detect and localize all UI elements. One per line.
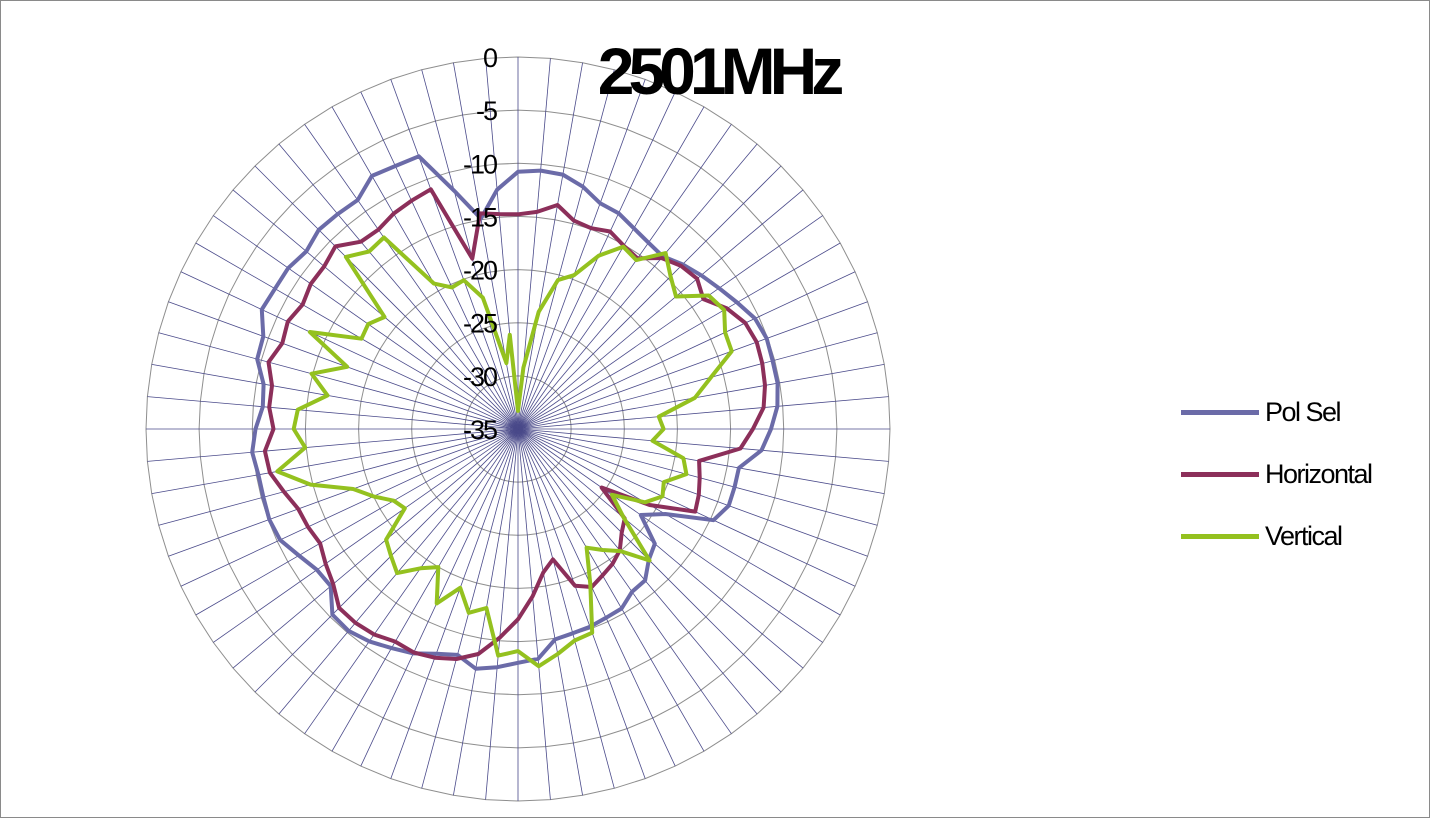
grid-spoke bbox=[151, 428, 519, 494]
grid-spoke bbox=[517, 428, 583, 796]
grid-spoke bbox=[517, 428, 646, 779]
grid-spoke bbox=[453, 62, 519, 430]
series-line-pol-sel bbox=[250, 154, 780, 671]
grid-spoke bbox=[151, 364, 519, 430]
grid-spoke bbox=[254, 428, 519, 693]
grid-spoke bbox=[517, 428, 878, 526]
radial-tick-label: -10 bbox=[463, 149, 497, 179]
grid-spoke bbox=[517, 428, 868, 557]
grid-spoke bbox=[180, 428, 519, 587]
grid-spoke bbox=[213, 215, 519, 430]
grid-spoke bbox=[180, 271, 519, 430]
grid-spoke bbox=[195, 242, 519, 430]
grid-spoke bbox=[517, 428, 551, 800]
series-line-horizontal bbox=[262, 187, 767, 661]
grid-spoke bbox=[331, 428, 519, 752]
grid-spoke bbox=[517, 428, 758, 715]
radial-tick-label: -20 bbox=[463, 256, 497, 286]
grid-spoke bbox=[232, 189, 519, 430]
grid-spoke bbox=[485, 428, 519, 800]
legend-swatch-pol-sel bbox=[1181, 409, 1259, 415]
grid-spoke bbox=[517, 79, 646, 430]
grid-spoke bbox=[517, 242, 841, 430]
grid-spoke bbox=[421, 69, 519, 430]
grid-spoke bbox=[517, 428, 705, 752]
grid-spoke bbox=[390, 79, 519, 430]
grid-spoke bbox=[517, 62, 583, 430]
radial-tick-labels: 0 -5 -10 -15 -20 -25 -30 -35 bbox=[463, 43, 499, 445]
legend-item-horizontal: Horizontal bbox=[1181, 443, 1373, 505]
grid-spoke bbox=[147, 428, 519, 462]
radial-tick-label: -35 bbox=[463, 415, 497, 445]
grid-spoke bbox=[304, 124, 519, 430]
grid-spoke bbox=[168, 428, 519, 557]
grid-spoke bbox=[517, 396, 889, 430]
grid-spoke bbox=[360, 91, 519, 430]
grid-spoke bbox=[390, 428, 519, 779]
series-layer bbox=[250, 154, 780, 671]
grid-spoke bbox=[517, 428, 804, 669]
chart-title: 2501MHz bbox=[598, 34, 842, 108]
grid-spoke bbox=[278, 143, 519, 430]
grid-spoke bbox=[517, 143, 758, 430]
grid-spoke bbox=[517, 106, 705, 430]
radial-tick-label: -15 bbox=[463, 202, 497, 232]
grid-spoke bbox=[232, 428, 519, 669]
legend-swatch-horizontal bbox=[1181, 471, 1259, 477]
grid-spoke bbox=[517, 428, 823, 643]
grid-spoke bbox=[517, 271, 856, 430]
grid-spoke bbox=[517, 91, 676, 430]
grid-spoke bbox=[517, 364, 885, 430]
grid-spoke bbox=[517, 124, 732, 430]
radial-tick-label: 0 bbox=[483, 43, 497, 73]
series-line-vertical bbox=[275, 235, 734, 669]
grid-spoke bbox=[213, 428, 519, 643]
grid-layer bbox=[145, 56, 891, 802]
legend-label: Horizontal bbox=[1265, 458, 1373, 489]
grid-spoke bbox=[517, 189, 804, 430]
grid-spoke bbox=[331, 106, 519, 430]
grid-spoke bbox=[304, 428, 519, 734]
legend-label: Vertical bbox=[1265, 520, 1343, 551]
grid-spoke bbox=[517, 428, 841, 616]
grid-spoke bbox=[147, 396, 519, 430]
grid-spoke bbox=[517, 69, 615, 430]
grid-spoke bbox=[517, 428, 889, 462]
grid-spoke bbox=[195, 428, 519, 616]
radial-tick-label: -30 bbox=[463, 362, 497, 392]
grid-spoke bbox=[517, 332, 878, 430]
grid-spoke bbox=[158, 332, 519, 430]
legend-swatch-vertical bbox=[1181, 533, 1259, 539]
grid-spoke bbox=[360, 428, 519, 767]
grid-spoke bbox=[517, 428, 615, 789]
legend-item-vertical: Vertical bbox=[1181, 505, 1372, 567]
legend: Pol Sel Horizontal Vertical bbox=[1181, 381, 1373, 567]
grid-spoke bbox=[517, 428, 676, 767]
legend-item-pol-sel: Pol Sel bbox=[1181, 381, 1372, 443]
grid-spoke bbox=[517, 301, 868, 430]
grid-spoke bbox=[517, 215, 823, 430]
radial-tick-label: -5 bbox=[476, 96, 497, 126]
grid-spoke bbox=[517, 428, 856, 587]
radial-tick-label: -25 bbox=[463, 309, 497, 339]
grid-spoke bbox=[158, 428, 519, 526]
grid-spoke bbox=[421, 428, 519, 789]
grid-spoke bbox=[517, 165, 782, 430]
grid-spoke bbox=[254, 165, 519, 430]
legend-label: Pol Sel bbox=[1265, 396, 1342, 427]
grid-spoke bbox=[517, 428, 732, 734]
